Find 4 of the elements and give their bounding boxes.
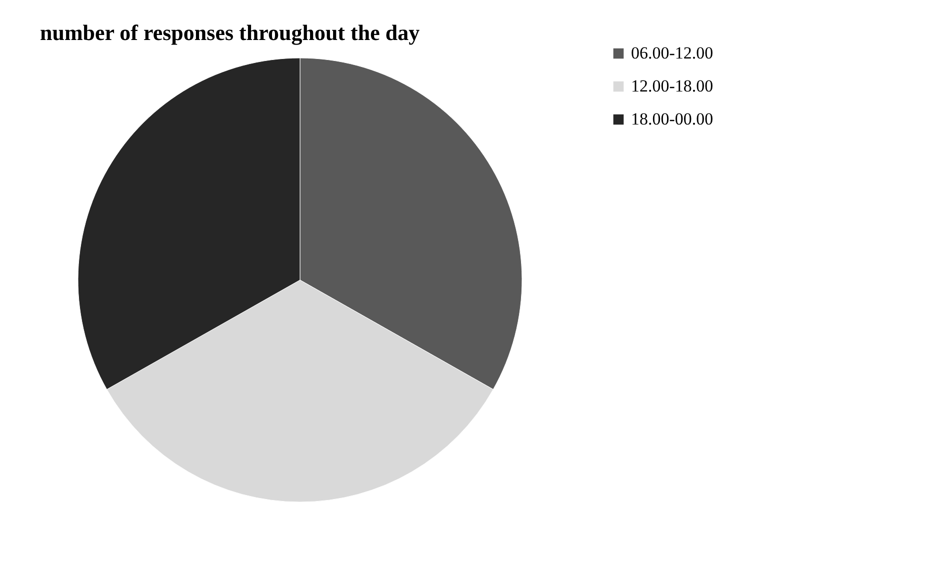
chart-title: number of responses throughout the day: [40, 20, 420, 45]
legend-label: 06.00-12.00: [631, 44, 714, 62]
legend-label: 12.00-18.00: [631, 76, 714, 96]
legend-label: 18.00-00.00: [631, 110, 714, 128]
